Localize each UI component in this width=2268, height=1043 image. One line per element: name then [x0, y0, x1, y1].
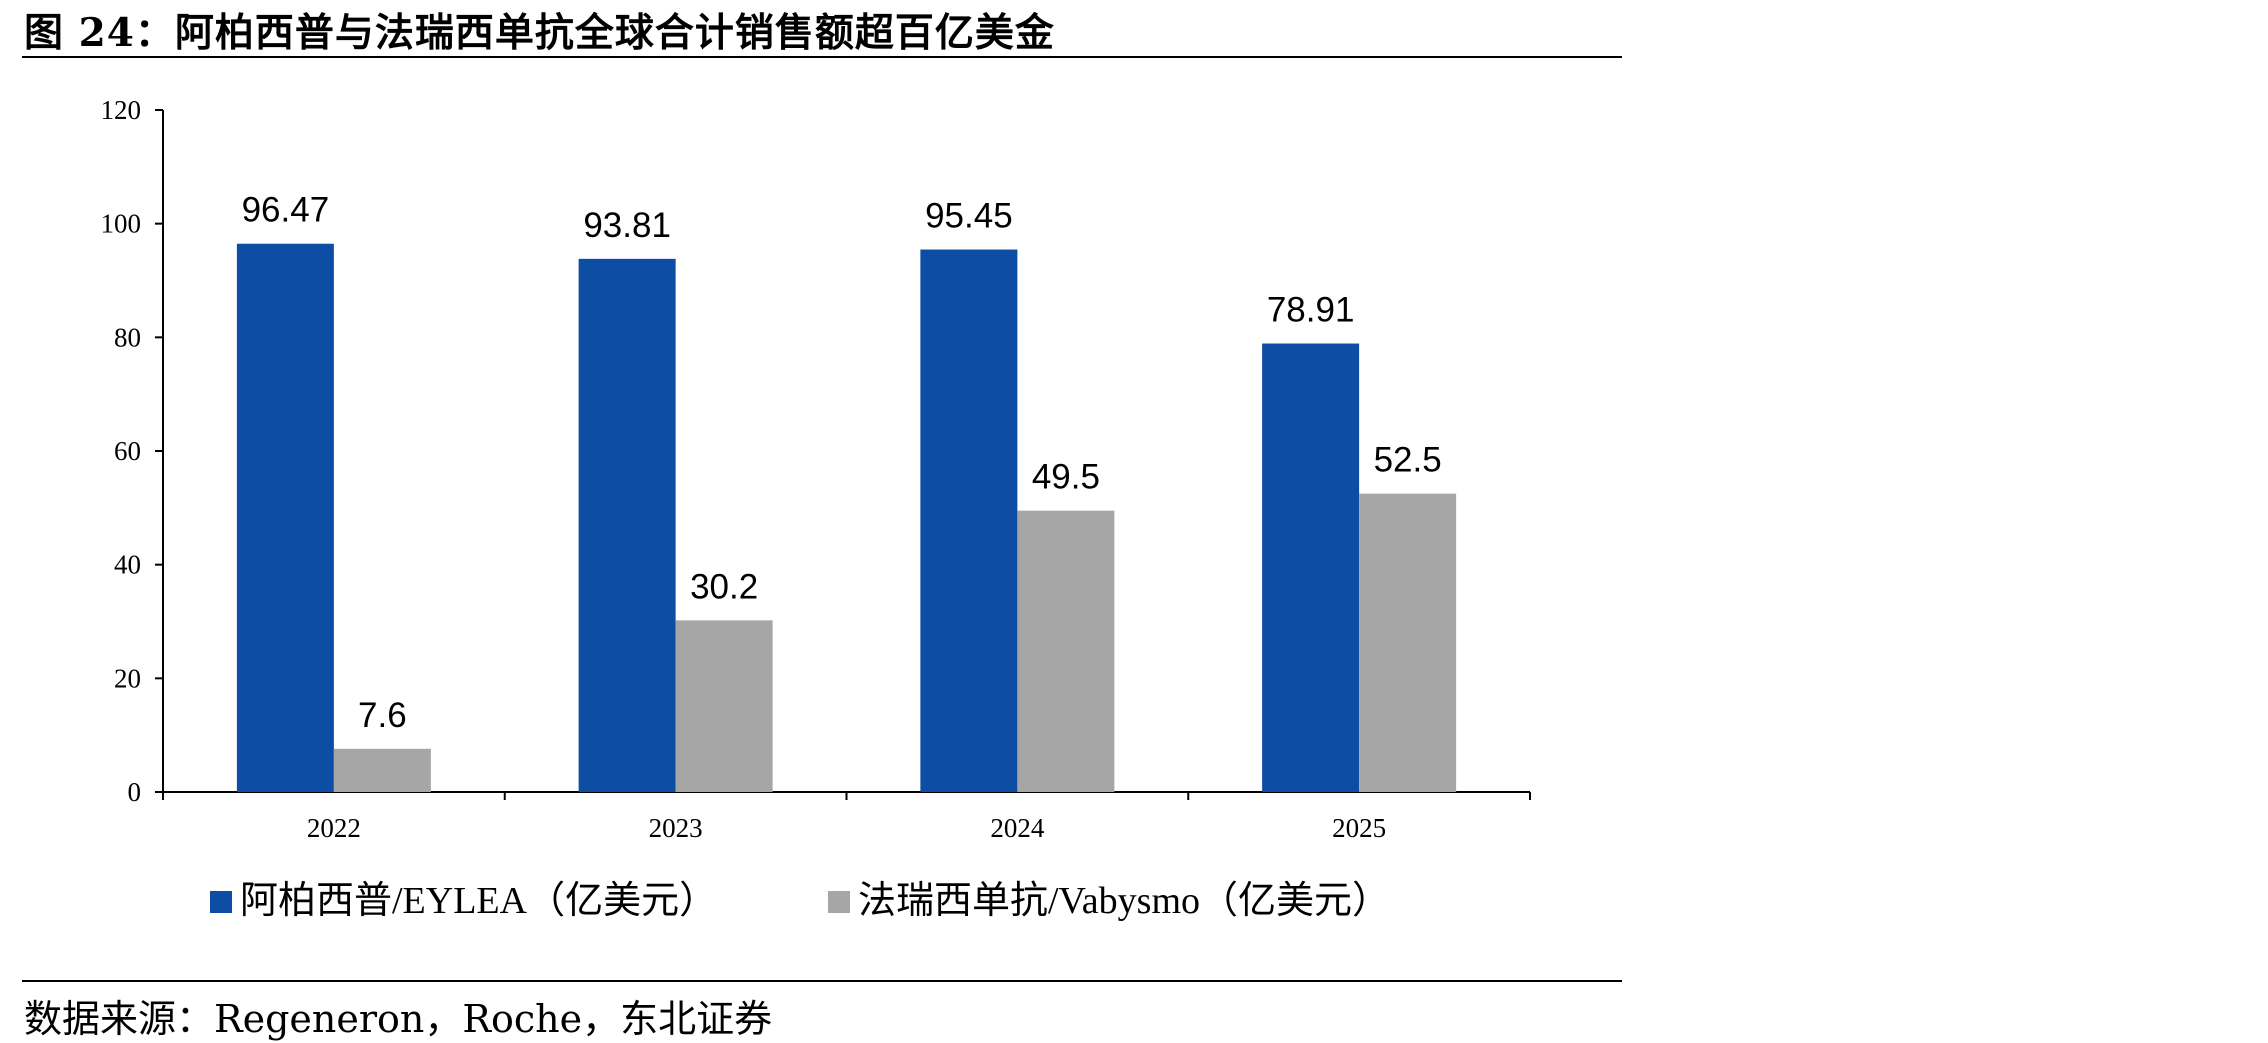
x-axis: 2022 2023 2024 2025	[162, 791, 1531, 843]
y-tick-label: 40	[114, 550, 141, 580]
y-tick-label: 80	[114, 322, 141, 352]
data-label: 49.5	[1032, 458, 1100, 497]
top-rule	[22, 56, 1622, 58]
bar	[578, 258, 676, 792]
bar	[1359, 493, 1457, 792]
data-label: 93.81	[583, 206, 671, 245]
data-label: 7.6	[358, 696, 407, 735]
data-label: 96.47	[242, 191, 330, 230]
bar	[333, 748, 431, 792]
bar-chart: 0 20 40 60 80 100 120 2022 2023 2024 2025 96.47 93…	[101, 95, 1531, 922]
data-label: 52.5	[1374, 441, 1442, 480]
y-tick-label: 60	[114, 436, 141, 466]
bars	[236, 243, 1457, 793]
x-tick-label: 2024	[990, 813, 1045, 843]
data-label: 30.2	[690, 567, 758, 606]
legend-label: 法瑞西单抗/Vabysmo（亿美元）	[858, 880, 1390, 922]
bar	[236, 243, 334, 793]
bar	[920, 249, 1018, 793]
figure-title: 图 24：阿柏西普与法瑞西单抗全球合计销售额超百亿美金	[24, 10, 1055, 56]
x-tick-label: 2023	[649, 813, 703, 843]
x-tick-label: 2022	[307, 813, 361, 843]
x-tick-label: 2025	[1332, 813, 1386, 843]
y-axis: 0 20 40 60 80 100 120	[101, 95, 164, 807]
legend-swatch	[210, 891, 232, 913]
bar	[1017, 510, 1115, 792]
bar	[1262, 343, 1360, 792]
legend: 阿柏西普/EYLEA（亿美元） 法瑞西单抗/Vabysmo（亿美元）	[210, 880, 1390, 922]
data-labels: 96.47 93.81 95.45 78.91 7.6 30.2 49.5 52.5	[242, 191, 1442, 735]
legend-label: 阿柏西普/EYLEA（亿美元）	[240, 880, 717, 922]
y-tick-label: 120	[101, 95, 142, 125]
y-tick-label: 0	[128, 777, 142, 807]
data-label: 78.91	[1267, 291, 1355, 330]
data-label: 95.45	[925, 197, 1013, 236]
y-tick-label: 100	[101, 209, 142, 239]
y-tick-label: 20	[114, 663, 141, 693]
bar	[675, 620, 773, 792]
source-note: 数据来源：Regeneron，Roche，东北证券	[24, 997, 773, 1041]
bottom-rule	[22, 980, 1622, 982]
legend-swatch	[828, 891, 850, 913]
